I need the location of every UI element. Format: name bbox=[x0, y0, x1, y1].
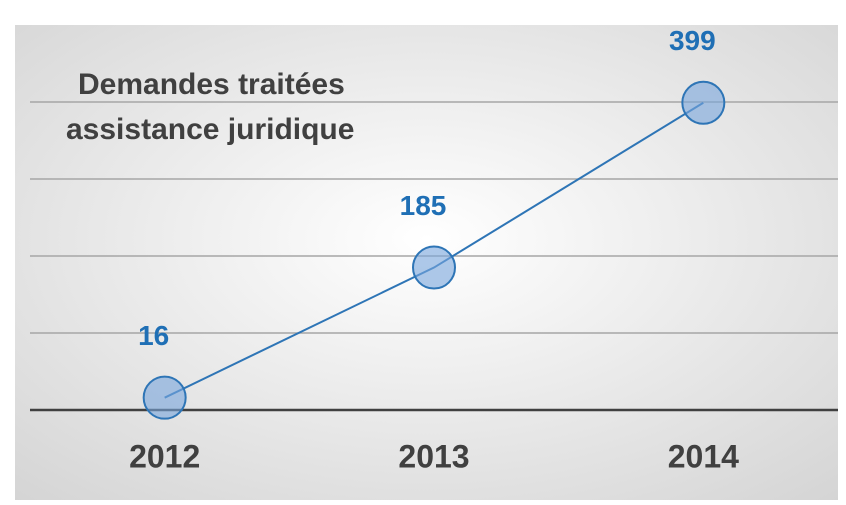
marker bbox=[142, 375, 187, 420]
data-label: 185 bbox=[400, 190, 447, 221]
chart-title: assistance juridique bbox=[66, 113, 354, 146]
data-label: 16 bbox=[138, 320, 169, 351]
x-tick-label: 2014 bbox=[668, 438, 739, 474]
x-tick-label: 2013 bbox=[398, 438, 469, 474]
x-tick-label: 2012 bbox=[129, 438, 200, 474]
chart-title: Demandes traitées bbox=[78, 68, 345, 101]
data-label: 399 bbox=[669, 25, 716, 56]
marker bbox=[412, 245, 456, 290]
marker bbox=[681, 80, 726, 125]
